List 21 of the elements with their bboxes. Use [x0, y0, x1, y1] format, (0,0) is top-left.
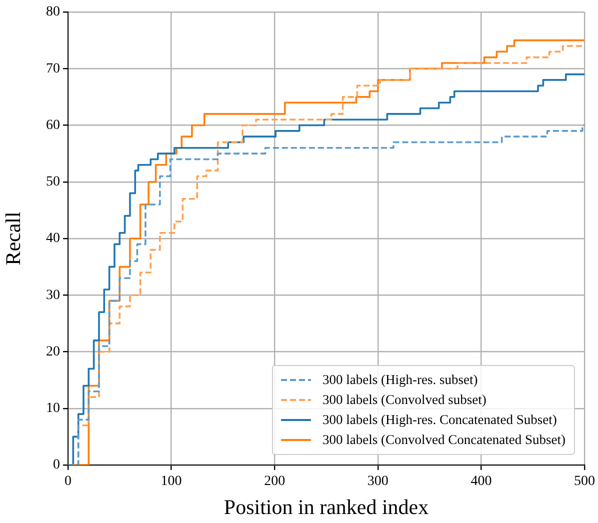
- x-tick-label: 400: [470, 474, 492, 490]
- y-tick-label: 10: [46, 401, 60, 416]
- y-tick-label: 60: [46, 118, 60, 133]
- y-tick-label: 70: [46, 61, 60, 76]
- legend-label: 300 labels (Convolved Concatenated Subset): [322, 432, 566, 448]
- x-axis-title: Position in ranked index: [224, 494, 430, 519]
- y-tick-label: 30: [46, 288, 60, 303]
- legend-label: 300 labels (High-res. subset): [322, 372, 478, 388]
- x-tick-label: 500: [574, 474, 595, 490]
- x-tick-label: 100: [160, 474, 182, 490]
- x-tick-label: 300: [367, 474, 388, 490]
- x-tick-label: 0: [64, 474, 72, 490]
- x-tick-label: 200: [264, 474, 286, 490]
- y-tick-label: 80: [46, 4, 60, 20]
- y-tick-label: 0: [53, 458, 60, 473]
- y-tick-label: 20: [46, 344, 60, 360]
- y-tick-label: 40: [46, 231, 60, 246]
- y-tick-label: 50: [46, 174, 60, 190]
- legend-label: 300 labels (Convolved subset): [322, 392, 486, 408]
- legend-label: 300 labels (High-res. Concatenated Subset): [322, 412, 557, 428]
- y-axis-title: Recall: [1, 212, 26, 266]
